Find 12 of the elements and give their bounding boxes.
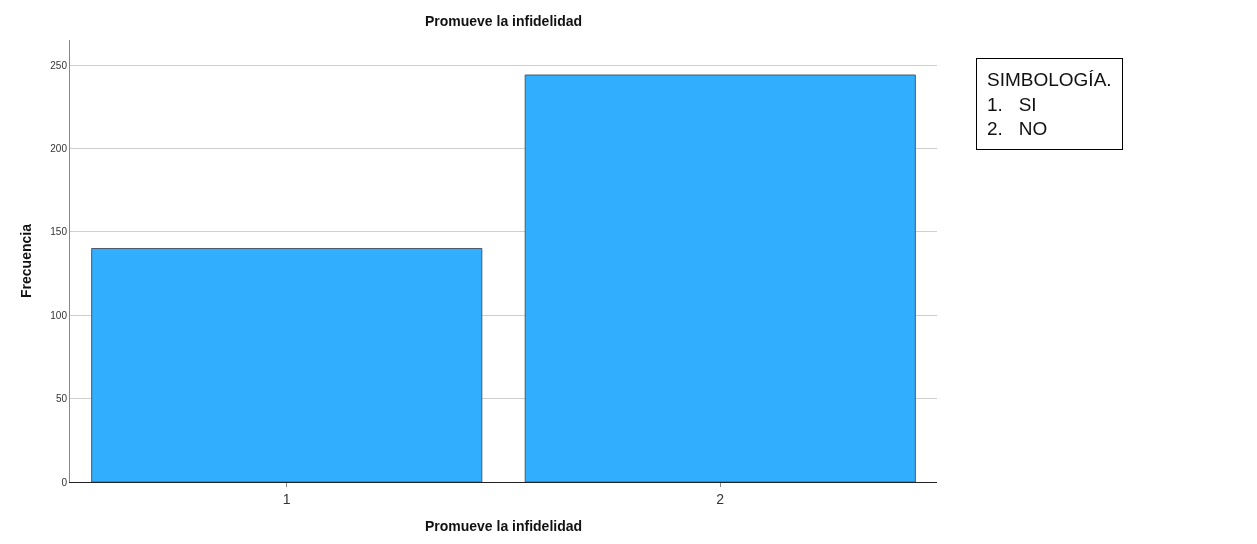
y-axis-title: Frecuencia [17,223,34,298]
x-tick-label: 2 [716,490,725,507]
y-tick-label: 0 [61,476,68,488]
y-tick-label: 100 [50,309,68,321]
y-tick-label: 50 [55,393,68,405]
y-tick-label: 250 [50,59,68,71]
y-tick-label: 200 [50,142,68,154]
y-tick-label: 150 [50,226,68,238]
text: SIMBOLOGÍA. 1. SI 2. NO [987,69,1112,140]
x-axis-title: Promueve la infidelidad [424,518,583,535]
chart-title: Promueve la infidelidad [424,13,583,30]
x-tick-label: 1 [282,490,291,507]
